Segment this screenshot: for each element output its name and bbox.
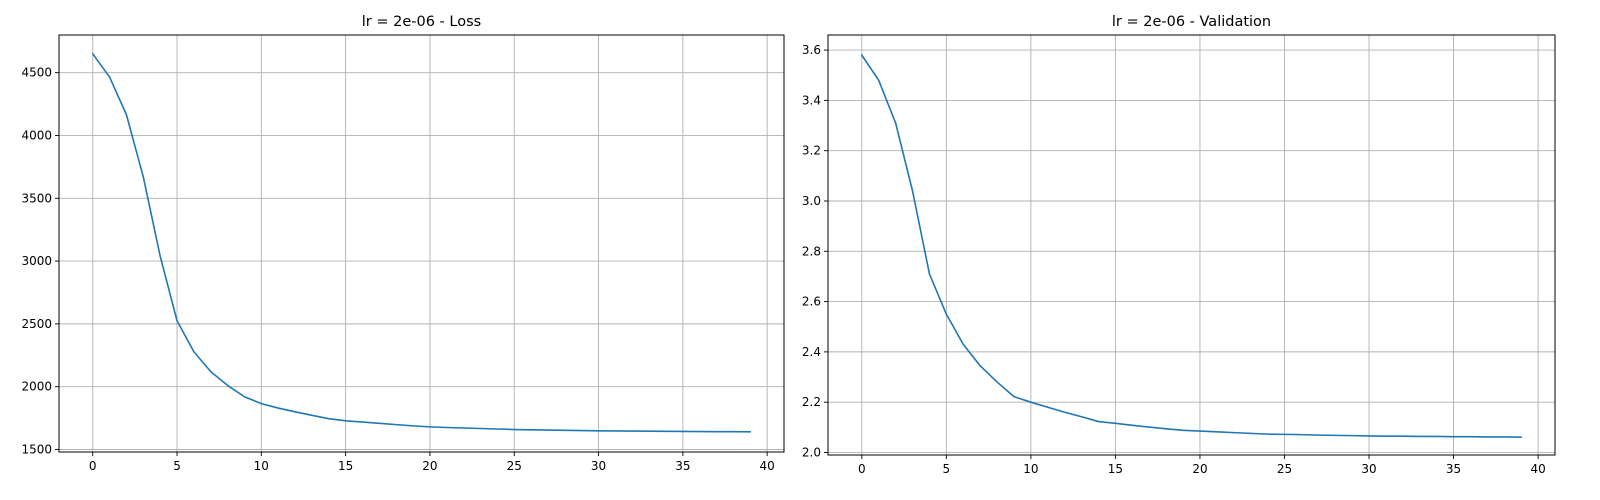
y-tick-label: 1500 [21, 442, 52, 456]
y-tick-label: 3000 [21, 254, 52, 268]
x-tick-label: 0 [89, 459, 97, 473]
chart-title: lr = 2e-06 - Validation [1112, 14, 1271, 30]
x-tick-label: 0 [858, 462, 866, 476]
y-tick-label: 3.4 [802, 93, 821, 107]
x-tick-label: 25 [1277, 462, 1292, 476]
x-tick-label: 5 [943, 462, 951, 476]
y-tick-label: 4500 [21, 66, 52, 80]
y-tick-label: 2.2 [802, 395, 821, 409]
y-tick-label: 4000 [21, 128, 52, 142]
y-tick-label: 3.6 [802, 43, 821, 57]
plot-frame [58, 34, 785, 453]
x-tick-label: 30 [591, 459, 606, 473]
y-tick-label: 3.0 [802, 194, 821, 208]
x-tick-label: 30 [1361, 462, 1376, 476]
x-tick-label: 10 [254, 459, 269, 473]
y-tick-label: 3.2 [802, 144, 821, 158]
x-tick-label: 20 [1192, 462, 1207, 476]
x-tick-label: 15 [1108, 462, 1123, 476]
x-tick-label: 5 [173, 459, 181, 473]
x-tick-label: 35 [675, 459, 690, 473]
x-tick-label: 35 [1446, 462, 1461, 476]
x-tick-label: 15 [338, 459, 353, 473]
y-tick-label: 2000 [21, 380, 52, 394]
x-tick-label: 40 [1530, 462, 1545, 476]
y-tick-label: 3500 [21, 191, 52, 205]
series-line-1 [91, 53, 752, 433]
x-tick-label: 10 [1023, 462, 1038, 476]
chart-panel-1: lr = 2e-06 - Loss 0 5 10 15 20 25 30 35 40 1500 200… [21, 14, 785, 473]
y-tick-label: 2.6 [802, 295, 821, 309]
y-tick-label: 2.4 [802, 345, 821, 359]
x-tick-label: 20 [422, 459, 437, 473]
y-tick-label: 2.0 [802, 445, 821, 459]
series-line-1 [861, 54, 1522, 438]
x-tick-label: 40 [759, 459, 774, 473]
plot-frame [827, 34, 1556, 456]
chart-panel-2: lr = 2e-06 - Validation 0 5 10 15 20 25 30 35 40 2… [802, 14, 1556, 476]
chart-title: lr = 2e-06 - Loss [362, 14, 481, 30]
y-tick-label: 2.8 [802, 244, 821, 258]
x-tick-label: 25 [507, 459, 522, 473]
y-tick-label: 2500 [21, 317, 52, 331]
